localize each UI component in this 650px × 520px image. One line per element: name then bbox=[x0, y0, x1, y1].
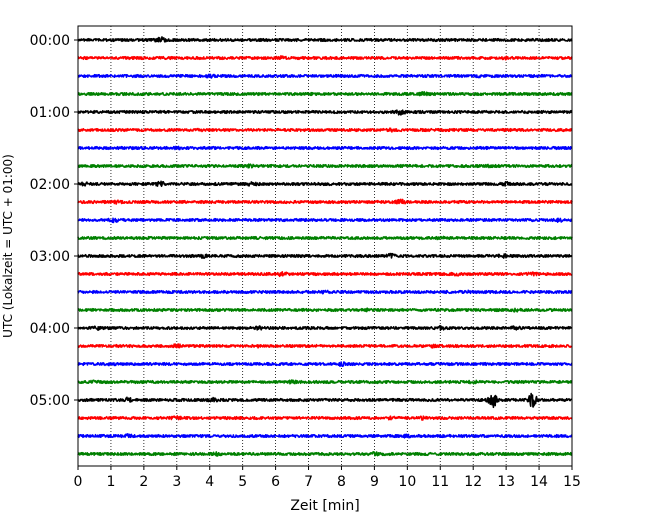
trace-line bbox=[77, 361, 573, 368]
x-axis-label: Zeit [min] bbox=[290, 498, 359, 514]
trace-line bbox=[77, 307, 573, 313]
y-tick-label: 05:00 bbox=[30, 393, 70, 409]
y-tick-label: 01:00 bbox=[30, 105, 70, 121]
x-tick-label: 13 bbox=[497, 474, 515, 490]
trace-line bbox=[77, 91, 573, 97]
x-tick-label: 12 bbox=[464, 474, 482, 490]
x-tick-label: 3 bbox=[172, 474, 181, 490]
x-tick-label: 4 bbox=[205, 474, 214, 490]
trace-line bbox=[77, 163, 573, 169]
x-tick-label: 10 bbox=[398, 474, 416, 490]
trace-line bbox=[77, 343, 573, 349]
x-tick-label: 15 bbox=[563, 474, 581, 490]
y-tick-label: 02:00 bbox=[30, 177, 70, 193]
x-tick-label: 0 bbox=[74, 474, 83, 490]
x-tick-label: 6 bbox=[271, 474, 280, 490]
vertical-gridlines bbox=[110, 26, 540, 466]
trace-line bbox=[77, 180, 573, 188]
x-tick-label: 14 bbox=[530, 474, 548, 490]
trace-line bbox=[77, 271, 573, 278]
trace-line bbox=[77, 198, 573, 205]
trace-line bbox=[77, 73, 573, 79]
trace-line bbox=[77, 451, 573, 457]
x-tick-label: 2 bbox=[139, 474, 148, 490]
trace-line bbox=[77, 379, 573, 385]
y-axis-ticks: 00:00 01:00 02:00 03:00 04:00 05:00 bbox=[30, 33, 78, 409]
trace-line bbox=[77, 127, 573, 133]
plot-frame bbox=[77, 25, 573, 467]
x-tick-label: 1 bbox=[106, 474, 115, 490]
y-tick-label: 04:00 bbox=[30, 321, 70, 337]
trace-line bbox=[77, 324, 573, 332]
trace-line bbox=[77, 109, 573, 116]
y-tick-label: 03:00 bbox=[30, 249, 70, 265]
trace-line bbox=[77, 392, 573, 409]
trace-line bbox=[77, 145, 573, 151]
trace-line bbox=[77, 54, 573, 61]
trace-line bbox=[77, 433, 573, 439]
x-tick-label: 11 bbox=[431, 474, 449, 490]
x-tick-label: 5 bbox=[238, 474, 247, 490]
y-tick-label: 00:00 bbox=[30, 33, 70, 49]
trace-line bbox=[77, 415, 573, 421]
trace-line bbox=[77, 36, 573, 43]
trace-line bbox=[77, 289, 573, 295]
x-tick-label: 7 bbox=[304, 474, 313, 490]
x-axis-ticks: 0 1 2 3 4 5 6 7 8 9 10 11 12 13 14 15 bbox=[74, 466, 581, 490]
trace-line bbox=[77, 217, 573, 224]
trace-line bbox=[77, 252, 573, 259]
x-tick-label: 8 bbox=[337, 474, 346, 490]
y-axis-label: UTC (Lokalzeit = UTC + 01:00) bbox=[1, 154, 15, 338]
trace-line bbox=[77, 235, 573, 241]
x-tick-label: 9 bbox=[370, 474, 379, 490]
trace-series bbox=[77, 36, 573, 457]
